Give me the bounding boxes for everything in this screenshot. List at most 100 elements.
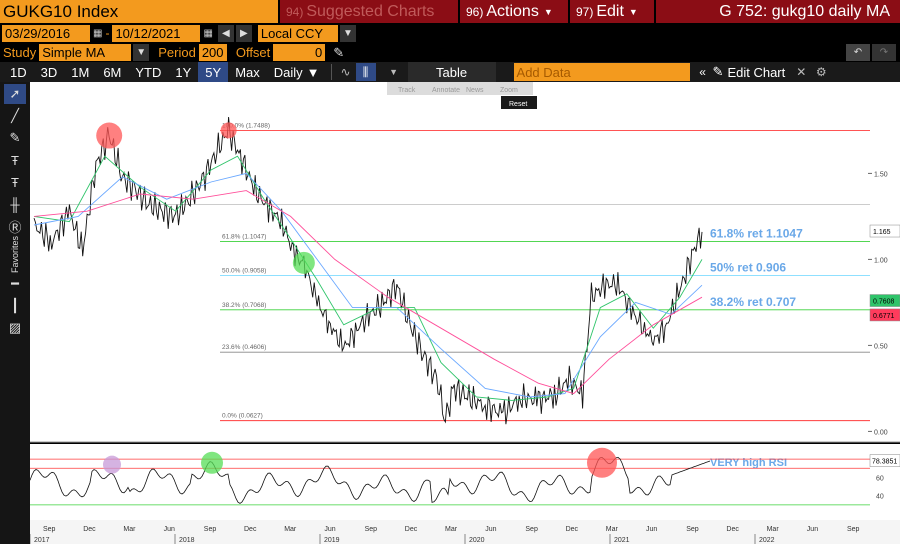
menu-number: 96): [466, 4, 484, 19]
redo-button[interactable]: ↷: [872, 44, 896, 61]
table-button[interactable]: Table: [407, 62, 496, 82]
menu-label: Edit: [596, 2, 624, 20]
overlay-tool-track[interactable]: Track: [398, 87, 416, 94]
fib-level-label: 23.6% (0.4606): [222, 344, 266, 351]
period-button-6m[interactable]: 6M: [103, 64, 122, 80]
rsi-highlight-circle: [103, 455, 121, 474]
period-button-1d[interactable]: 1D: [10, 64, 27, 80]
calendar-icon[interactable]: ▦: [203, 27, 213, 39]
collapse-icon[interactable]: «: [699, 65, 706, 79]
x-year-label: 2022: [759, 537, 775, 544]
period-button-1m[interactable]: 1M: [71, 64, 90, 80]
x-month-label: Dec: [244, 526, 257, 533]
series-3: [33, 190, 703, 395]
price-chart[interactable]: Track Annotate News Zoom Reset 1.50 1.00 0.50 0.…: [29, 82, 900, 544]
menu-label: Suggested Charts: [306, 2, 435, 20]
wrench-icon[interactable]: ✕: [796, 65, 807, 79]
period-button-5y[interactable]: 5Y: [198, 62, 229, 82]
price-badge-label: 0.6771: [873, 313, 895, 320]
pointer-icon[interactable]: ➚: [4, 84, 26, 104]
x-month-label: Jun: [485, 526, 496, 533]
prev-range-button[interactable]: ◀: [217, 24, 234, 42]
period-button-1y[interactable]: 1Y: [175, 64, 192, 80]
ohlc-chart-icon[interactable]: ⫼: [355, 63, 376, 81]
fibonacci-fan-icon[interactable]: Ŧ: [11, 174, 19, 190]
ticker-field[interactable]: GUKG10 Index: [0, 0, 278, 23]
pencil-tool-icon[interactable]: ✎: [9, 130, 21, 145]
suggested-charts-menu[interactable]: 94) Suggested Charts: [280, 0, 458, 23]
x-month-label: Dec: [726, 526, 739, 533]
line-chart-icon[interactable]: ∿: [340, 65, 351, 79]
rsi-tick-label: 60: [876, 475, 884, 482]
x-month-label: Sep: [525, 526, 538, 533]
overlay-tool-annotate[interactable]: Annotate: [432, 87, 460, 94]
y-tick-label: 1.00: [874, 257, 888, 264]
menu-label: Actions: [486, 2, 539, 20]
undo-button[interactable]: ↶: [846, 44, 870, 61]
fibonacci-tool-icon[interactable]: Ŧ: [11, 152, 19, 168]
reset-button[interactable]: Reset: [509, 101, 527, 108]
study-select[interactable]: Simple MA: [39, 44, 132, 61]
x-month-label: Mar: [767, 526, 780, 533]
ray-tool-icon[interactable]: Favorites: [4, 236, 26, 273]
overlay-tool-news[interactable]: News: [466, 87, 484, 94]
rsi-annotation: VERY high RSI: [710, 457, 787, 469]
drawing-toolbar: ➚ ╱ ✎ Ŧ Ŧ ╫ Ⓡ Favorites ━ ┃ ▨: [0, 82, 30, 544]
fib-level-label: 0.0% (0.0627): [222, 413, 263, 420]
x-month-label: Sep: [686, 526, 699, 533]
x-month-label: Dec: [405, 526, 418, 533]
x-year-label: 2018: [179, 537, 195, 544]
x-month-label: Jun: [164, 526, 175, 533]
caret-down-icon: ▼: [628, 6, 638, 17]
pencil-icon: ✎: [712, 64, 724, 79]
highlight-circle: [292, 251, 315, 274]
series-0: [33, 116, 703, 425]
period-button-3d[interactable]: 3D: [40, 64, 58, 80]
end-date-field[interactable]: 10/12/2021: [112, 24, 201, 42]
toolbar-divider: [330, 64, 332, 80]
range-separator: -: [105, 26, 110, 40]
gear-icon[interactable]: ⚙: [815, 65, 827, 79]
x-month-label: Dec: [566, 526, 579, 533]
horizontal-line-icon[interactable]: ━: [11, 276, 19, 291]
rsi-highlight-circle: [587, 447, 617, 478]
channel-tool-icon[interactable]: ╫: [10, 196, 20, 212]
chart-type-dropdown-icon[interactable]: ▼: [389, 67, 398, 77]
overlay-tool-zoom[interactable]: Zoom: [500, 87, 518, 94]
retracement-annotation: 61.8% ret 1.1047: [710, 226, 803, 240]
add-data-input[interactable]: Add Data: [513, 63, 690, 81]
price-badge-bg: [869, 308, 900, 322]
line-tool-icon[interactable]: ╱: [11, 108, 19, 123]
edit-chart-button[interactable]: ✎ Edit Chart: [713, 64, 786, 80]
chart-area[interactable]: Track Annotate News Zoom Reset 1.50 1.00 0.50 0.…: [29, 82, 900, 544]
x-month-label: Sep: [204, 526, 217, 533]
price-badge-label: 0.7608: [873, 299, 895, 306]
study-dropdown-icon[interactable]: ▼: [133, 44, 150, 61]
rsi-tick-label: 40: [876, 494, 884, 501]
price-plot-background: [30, 82, 870, 442]
next-range-button[interactable]: ▶: [235, 24, 252, 42]
actions-menu[interactable]: 96) Actions ▼: [460, 0, 568, 23]
arrow-line-icon[interactable]: ▨: [8, 320, 22, 335]
overlay-tools: Track Annotate News Zoom Reset: [387, 82, 537, 109]
overlay-tools-bar: [387, 82, 533, 95]
x-year-label: 2020: [469, 537, 485, 544]
title-bar: GUKG10 Index 94) Suggested Charts 96) Ac…: [0, 0, 900, 23]
currency-select[interactable]: Local CCY: [257, 24, 338, 42]
x-month-label: Jun: [807, 526, 818, 533]
period-button-ytd[interactable]: YTD: [135, 64, 162, 80]
fib-level-label: 61.8% (1.1047): [222, 233, 266, 240]
retracement-annotation: 50% ret 0.906: [710, 261, 786, 275]
offset-input[interactable]: 0: [273, 44, 326, 61]
frequency-select[interactable]: Daily ▼: [267, 62, 327, 82]
y-tick-label: 0.50: [874, 343, 888, 350]
pencil-icon[interactable]: ✎: [333, 44, 345, 60]
edit-menu[interactable]: 97) Edit ▼: [570, 0, 654, 23]
period-input[interactable]: 200: [198, 44, 227, 61]
bracket-tool-icon[interactable]: Ⓡ: [8, 219, 22, 235]
text-tool-icon[interactable]: ┃: [11, 298, 19, 313]
period-button-max[interactable]: Max: [235, 64, 260, 80]
calendar-icon[interactable]: ▦: [93, 27, 103, 39]
start-date-field[interactable]: 03/29/2016: [2, 24, 90, 42]
currency-dropdown-icon[interactable]: ▼: [339, 24, 356, 42]
